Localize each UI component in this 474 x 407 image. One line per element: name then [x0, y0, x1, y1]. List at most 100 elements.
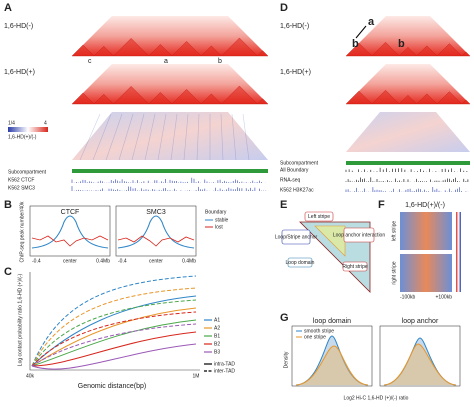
plot-frame: [379, 325, 461, 387]
texture: [144, 113, 156, 161]
heatmap: [346, 16, 470, 56]
decor: [71, 16, 471, 192]
heatmap: [400, 254, 452, 292]
domain: [171, 41, 202, 57]
domain: [371, 90, 400, 105]
domain: [93, 45, 114, 57]
domain: [71, 92, 95, 105]
texture: [131, 113, 145, 161]
plot-frame: [29, 205, 111, 257]
label-box: [342, 261, 368, 272]
part-label: Right stripe: [342, 264, 368, 270]
curve: [31, 275, 197, 367]
legend-title: Boundary: [205, 209, 227, 215]
x-tick-label: 1M: [193, 373, 200, 379]
x-tick-label: 0.4Mb: [96, 258, 110, 264]
domain: [93, 93, 114, 105]
domain: [113, 38, 150, 57]
texture: [105, 113, 123, 161]
domain: [416, 93, 438, 105]
domain: [398, 94, 418, 105]
diff-map: [346, 112, 470, 152]
x-label: Genomic distance(bp): [78, 383, 146, 390]
part-label: Loop anchor interaction: [333, 232, 385, 238]
mark: b: [398, 38, 405, 50]
domain: [220, 37, 258, 57]
legend-label: stable: [215, 217, 229, 223]
track-label: RNA-seq: [280, 177, 301, 183]
track-label: All Boundary: [280, 167, 309, 173]
legend-label: A2: [214, 325, 220, 331]
heatmap: [72, 16, 268, 56]
domain: [436, 91, 463, 105]
domain: [256, 50, 269, 57]
mark: a: [368, 16, 375, 28]
y-label: Log contact probability ratio 1,6-HD (+)…: [17, 273, 23, 366]
x-label: Log2 Hi-C 1,6-HD (+)/(-) ratio: [344, 395, 409, 401]
domain: [416, 45, 438, 57]
texture: [118, 113, 134, 161]
domain: [71, 44, 95, 57]
colorbar: [456, 212, 461, 292]
arrow: [355, 25, 367, 39]
legend-label: one stripe: [304, 334, 326, 340]
domain: [461, 51, 471, 57]
panel-label: A: [4, 2, 12, 14]
panel-label: C: [4, 266, 12, 278]
plot-title: loop anchor: [402, 318, 439, 325]
domain: [345, 90, 373, 105]
panel-label: B: [4, 199, 12, 211]
mark: c: [88, 58, 92, 65]
legend-label: B3: [214, 349, 220, 355]
curve: [31, 323, 197, 367]
map-label: 1,6-HD(+): [4, 69, 35, 76]
part-label: Loop/Stripe anchor: [275, 234, 318, 240]
legend-label: A1: [214, 317, 220, 323]
domain: [171, 89, 202, 105]
domain: [345, 42, 373, 57]
domain: [113, 86, 150, 105]
legend-label: B2: [214, 341, 220, 347]
track-label: K562 H3K27ac: [280, 187, 314, 193]
mark: a: [164, 58, 168, 65]
ratio-label: 1,6-HD(+)/(-): [8, 134, 37, 140]
x-tick-label: 0.4Mb: [182, 258, 196, 264]
legend-label: lost: [215, 224, 223, 230]
domain: [148, 92, 173, 105]
label-box: [343, 227, 375, 243]
curve: [31, 215, 109, 249]
texture: [157, 113, 167, 161]
plot-frame: [115, 205, 197, 257]
track-label: Subcompartment: [280, 160, 319, 166]
panel-label: E: [280, 199, 287, 211]
curve: [117, 235, 195, 247]
x-tick-label: -100kb: [400, 294, 416, 300]
curve: [31, 311, 197, 367]
density: [383, 343, 457, 386]
track: [345, 187, 469, 192]
track: [71, 186, 267, 191]
track-label: Subcompartment: [8, 169, 47, 175]
heatmap: [346, 64, 470, 104]
legend-label: inter-TAD: [214, 368, 235, 374]
scale-label: 1/4: [8, 120, 15, 126]
domain: [200, 45, 222, 57]
compartment: [72, 169, 268, 173]
compartment: [346, 161, 470, 165]
density: [295, 345, 369, 386]
texture: [170, 113, 178, 161]
x-tick-label: -0.4: [118, 258, 127, 264]
heatmap: [400, 212, 452, 250]
y-label: ChIP-seq peak number/40k: [19, 201, 25, 262]
curve: [117, 215, 195, 249]
axis: [29, 272, 200, 371]
diff-map: [72, 112, 268, 160]
domain: [371, 42, 400, 57]
legend-label: smooth stripe: [304, 328, 334, 334]
track: [345, 177, 469, 182]
part-label: Loop domain: [286, 260, 315, 266]
curve: [31, 295, 197, 367]
row-label: left stripe: [391, 221, 397, 242]
texture: [79, 113, 101, 161]
